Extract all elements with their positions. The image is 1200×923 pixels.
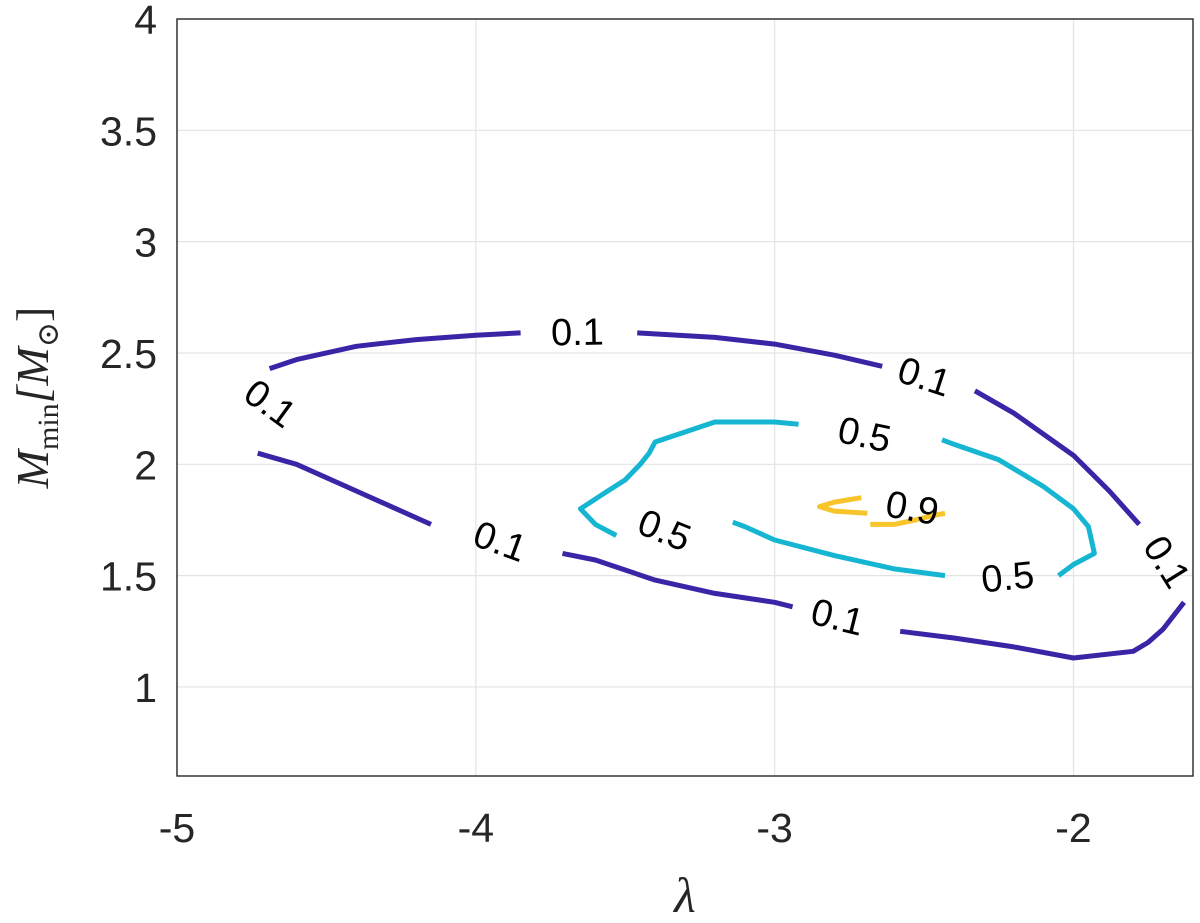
contour-line-segment <box>731 519 946 579</box>
contour-line-segment <box>637 330 883 369</box>
contour-level-0-5 <box>577 419 1097 579</box>
y-axis-label: Mmin[M⊙] <box>7 307 65 490</box>
contour-line-segment <box>817 495 868 516</box>
contour-label: 0.5 <box>979 554 1036 601</box>
y-tick-label: 3.5 <box>100 108 157 154</box>
contour-line-segment <box>268 330 521 371</box>
y-tick-label: 1 <box>134 665 157 711</box>
contour-label: 0.5 <box>834 409 894 461</box>
x-tick-label: -5 <box>159 805 195 851</box>
y-tick-label: 3 <box>134 220 157 266</box>
grid-layer <box>176 18 1193 776</box>
contour-line-segment <box>973 388 1142 527</box>
contour-label: 0.1 <box>236 372 303 437</box>
x-tick-label: -3 <box>756 805 792 851</box>
x-tick-labels: -5 -4 -3 -2 <box>159 805 1092 851</box>
x-axis-label: λ <box>672 867 696 923</box>
y-axis-label-unit-close: ] <box>7 307 58 322</box>
y-tick-label: 2 <box>134 442 157 488</box>
contour-line-segment <box>899 600 1186 661</box>
contour-label: 0.5 <box>632 502 697 561</box>
contour-line-segment <box>941 437 1097 578</box>
contour-label: 0.1 <box>892 349 955 405</box>
y-axis-label-unit-symbol: ⊙ <box>32 322 65 347</box>
y-tick-label: 4 <box>134 0 157 43</box>
contour-line-segment <box>257 450 433 527</box>
contour-level-0-9 <box>817 495 946 527</box>
contour-line-segment <box>870 510 946 527</box>
contour-label: 0.1 <box>1134 529 1198 596</box>
y-axis-label-main: M <box>7 447 58 489</box>
contour-label-layer: 0.10.10.10.10.10.10.50.50.50.9 <box>236 311 1198 644</box>
y-tick-labels: 1 1.5 2 2.5 3 3.5 4 <box>100 0 157 711</box>
contour-level-0-1 <box>257 330 1186 661</box>
contour-label: 0.9 <box>882 484 941 535</box>
contour-line-segment <box>577 419 799 538</box>
y-axis-label-unit: [M <box>7 344 58 403</box>
y-tick-label: 1.5 <box>100 554 157 600</box>
plot-area-frame <box>176 18 1194 777</box>
y-tick-label: 2.5 <box>100 331 157 377</box>
x-tick-label: -4 <box>458 805 494 851</box>
svg-text:Mmin[M⊙]: Mmin[M⊙] <box>7 307 65 490</box>
x-tick-label: -2 <box>1055 805 1091 851</box>
contour-line-segment <box>562 550 794 610</box>
contour-label: 0.1 <box>551 311 605 354</box>
contour-layer <box>257 330 1186 661</box>
y-axis-label-sub: min <box>32 403 65 450</box>
contour-label: 0.1 <box>468 513 532 571</box>
contour-label: 0.1 <box>807 591 868 645</box>
